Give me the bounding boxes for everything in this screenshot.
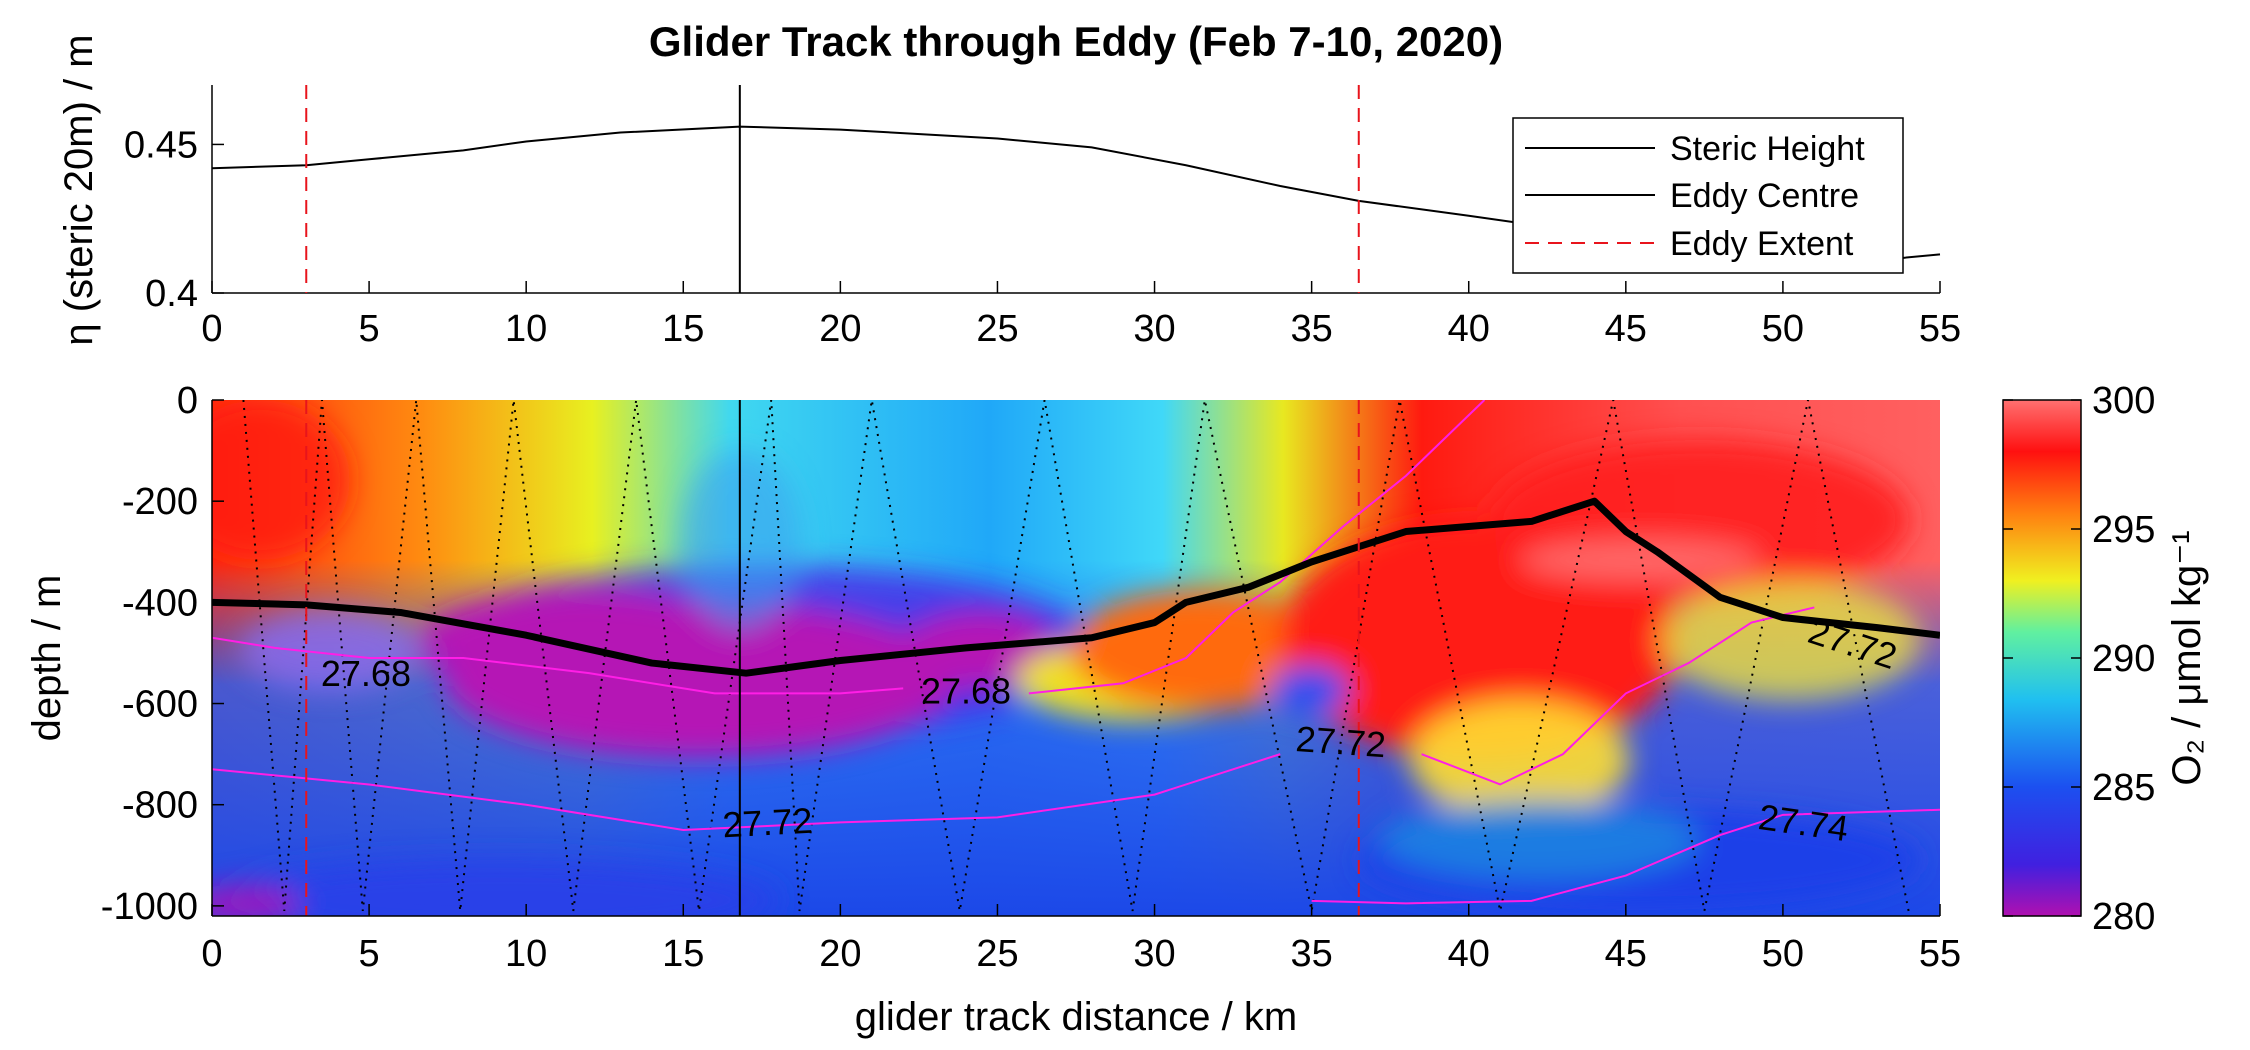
- y-tick-label: -1000: [101, 886, 198, 928]
- x-tick-label: 0: [201, 933, 222, 975]
- oxygen-x-ticks: 0 5 10 15 20 25 30 35 40 45 50 55: [201, 904, 1961, 975]
- x-tick-label: 20: [819, 308, 861, 350]
- oxygen-x-axis-label: glider track distance / km: [855, 995, 1297, 1039]
- x-tick-label: 55: [1919, 933, 1961, 975]
- legend-label-steric-height: Steric Height: [1670, 130, 1865, 168]
- x-tick-label: 45: [1605, 933, 1647, 975]
- contour-label: 27.68: [921, 671, 1011, 712]
- y-tick-label: -600: [122, 684, 198, 726]
- isopycnal-27.74: [1311, 808, 1940, 905]
- x-tick-label: 30: [1133, 933, 1175, 975]
- colorbar-label: O₂ / μmol kg⁻¹: [2165, 530, 2209, 785]
- x-tick-label: 5: [359, 933, 380, 975]
- chart-title: Glider Track through Eddy (Feb 7-10, 202…: [649, 18, 1503, 65]
- colorbar-tick-label: 300: [2092, 380, 2155, 422]
- x-tick-label: 55: [1919, 308, 1961, 350]
- colorbar-gradient: [2002, 399, 2082, 917]
- oxygen-y-axis-label: depth / m: [25, 575, 69, 742]
- y-tick-label: 0.45: [124, 124, 198, 166]
- steric-panel: 0 5 10 15 20 25 30 35 40 45 50 55 0.4 0.45 η (steric…: [57, 34, 1961, 350]
- x-tick-label: 30: [1133, 308, 1175, 350]
- x-tick-label: 35: [1290, 308, 1332, 350]
- thick-isopycnal-line: [212, 497, 1940, 677]
- colorbar-tick-label: 285: [2092, 767, 2155, 809]
- colorbar-ticks: 280 285 290 295 300: [2003, 380, 2155, 938]
- contour-label: 27.68: [321, 653, 411, 694]
- contour-label: 27.72: [721, 800, 813, 846]
- steric-y-ticks: 0.4 0.45: [124, 124, 224, 315]
- isopycnal-27.68: [212, 636, 904, 695]
- x-tick-label: 10: [505, 308, 547, 350]
- oxygen-marks: [212, 400, 1940, 916]
- x-tick-label: 25: [976, 933, 1018, 975]
- x-tick-label: 35: [1290, 933, 1332, 975]
- y-tick-label: -200: [122, 481, 198, 523]
- colorbar-tick-label: 295: [2092, 509, 2155, 551]
- x-tick-label: 10: [505, 933, 547, 975]
- colorbar-tick-label: 290: [2092, 638, 2155, 680]
- y-tick-label: -800: [122, 785, 198, 827]
- contour-label: 27.72: [1294, 718, 1387, 765]
- y-tick-label: 0: [177, 380, 198, 422]
- steric-gridframe: [211, 85, 1940, 294]
- y-tick-label: 0.4: [145, 273, 198, 315]
- x-tick-label: 40: [1448, 308, 1490, 350]
- oxygen-axes-frame: [211, 400, 1940, 917]
- x-tick-label: 25: [976, 308, 1018, 350]
- oxygen-heatmap: [212, 400, 1940, 916]
- x-tick-label: 15: [662, 933, 704, 975]
- x-tick-label: 50: [1762, 308, 1804, 350]
- legend-label-eddy-centre: Eddy Centre: [1670, 177, 1859, 215]
- colorbar-tick-label: 280: [2092, 896, 2155, 938]
- x-tick-label: 45: [1605, 308, 1647, 350]
- legend: Steric Height Eddy Centre Eddy Extent: [1512, 117, 1904, 274]
- steric-x-ticks: 0 5 10 15 20 25 30 35 40 45 50 55: [201, 281, 1961, 350]
- x-tick-label: 20: [819, 933, 861, 975]
- colorbar: 280 285 290 295 300 O₂ / μmol kg⁻¹: [2002, 380, 2209, 938]
- isopycnal-27.72: [212, 753, 1281, 832]
- legend-label-eddy-extent: Eddy Extent: [1670, 225, 1854, 263]
- y-tick-label: -400: [122, 582, 198, 624]
- x-tick-label: 40: [1448, 933, 1490, 975]
- steric-y-axis-label: η (steric 20m) / m: [57, 34, 101, 345]
- x-tick-label: 5: [359, 308, 380, 350]
- x-tick-label: 50: [1762, 933, 1804, 975]
- x-tick-label: 15: [662, 308, 704, 350]
- oxygen-y-ticks: 0 -200 -400 -600 -800 -1000: [101, 380, 224, 928]
- isopycnal-27.72: [1421, 606, 1815, 786]
- oxygen-panel: 0 5 10 15 20 25 30 35 40 45 50 55 0 -200 -400 -600 -800…: [25, 380, 1961, 1039]
- isopycnal-27.68: [1028, 400, 1486, 695]
- heatmap-features: [212, 400, 1920, 916]
- x-tick-label: 0: [201, 308, 222, 350]
